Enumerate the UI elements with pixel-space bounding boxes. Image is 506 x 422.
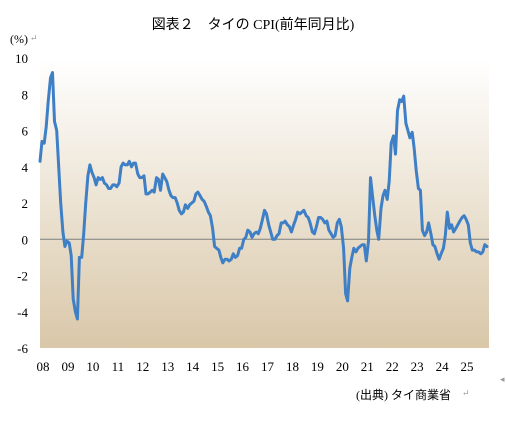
- margin-mark-icon: ◂: [500, 374, 505, 384]
- x-tick-label: 18: [286, 359, 299, 374]
- y-tick-label: 6: [22, 124, 29, 139]
- x-tick-label: 25: [461, 359, 474, 374]
- x-tick-label: 22: [386, 359, 399, 374]
- x-tick-label: 12: [136, 359, 149, 374]
- return-mark-icon: ↵: [462, 388, 470, 398]
- source-note: (出典) タイ商業省: [356, 388, 451, 402]
- x-tick-label: 10: [86, 359, 99, 374]
- y-tick-label: 2: [22, 196, 29, 211]
- cpi-series-line: [38, 71, 489, 321]
- x-tick-label: 09: [61, 359, 74, 374]
- return-mark-icon: ↵: [340, 16, 348, 26]
- y-tick-label: 10: [15, 51, 28, 66]
- x-tick-label: 17: [261, 359, 275, 374]
- x-tick-label: 11: [112, 359, 125, 374]
- plot-area: [40, 58, 489, 348]
- x-axis-ticks: 08 09 10 11 12 13 14 15 16 17 18 19 20 21 22 23 24 25: [37, 359, 474, 374]
- x-tick-label: 20: [336, 359, 349, 374]
- x-tick-label: 15: [211, 359, 224, 374]
- x-tick-label: 21: [361, 359, 374, 374]
- y-tick-label: 4: [22, 160, 29, 175]
- chart-title: 図表２ タイの CPI(前年同月比): [151, 18, 355, 33]
- x-tick-label: 14: [186, 359, 200, 374]
- x-tick-label: 13: [161, 359, 174, 374]
- y-axis-ticks: 10 8 6 4 2 0 -2 -4 -6: [15, 51, 29, 356]
- y-tick-label: -4: [17, 305, 28, 320]
- x-tick-label: 24: [436, 359, 450, 374]
- x-tick-label: 19: [311, 359, 324, 374]
- y-tick-label: -2: [17, 269, 28, 284]
- y-tick-label: -6: [17, 341, 28, 356]
- y-tick-label: 8: [22, 87, 29, 102]
- series-group: [38, 71, 489, 321]
- y-axis-unit-label: (%): [10, 32, 28, 46]
- return-mark-icon: ↵: [30, 33, 38, 43]
- x-tick-label: 16: [236, 359, 250, 374]
- x-tick-label: 23: [411, 359, 424, 374]
- x-tick-label: 08: [37, 359, 50, 374]
- y-tick-label: 0: [22, 232, 29, 247]
